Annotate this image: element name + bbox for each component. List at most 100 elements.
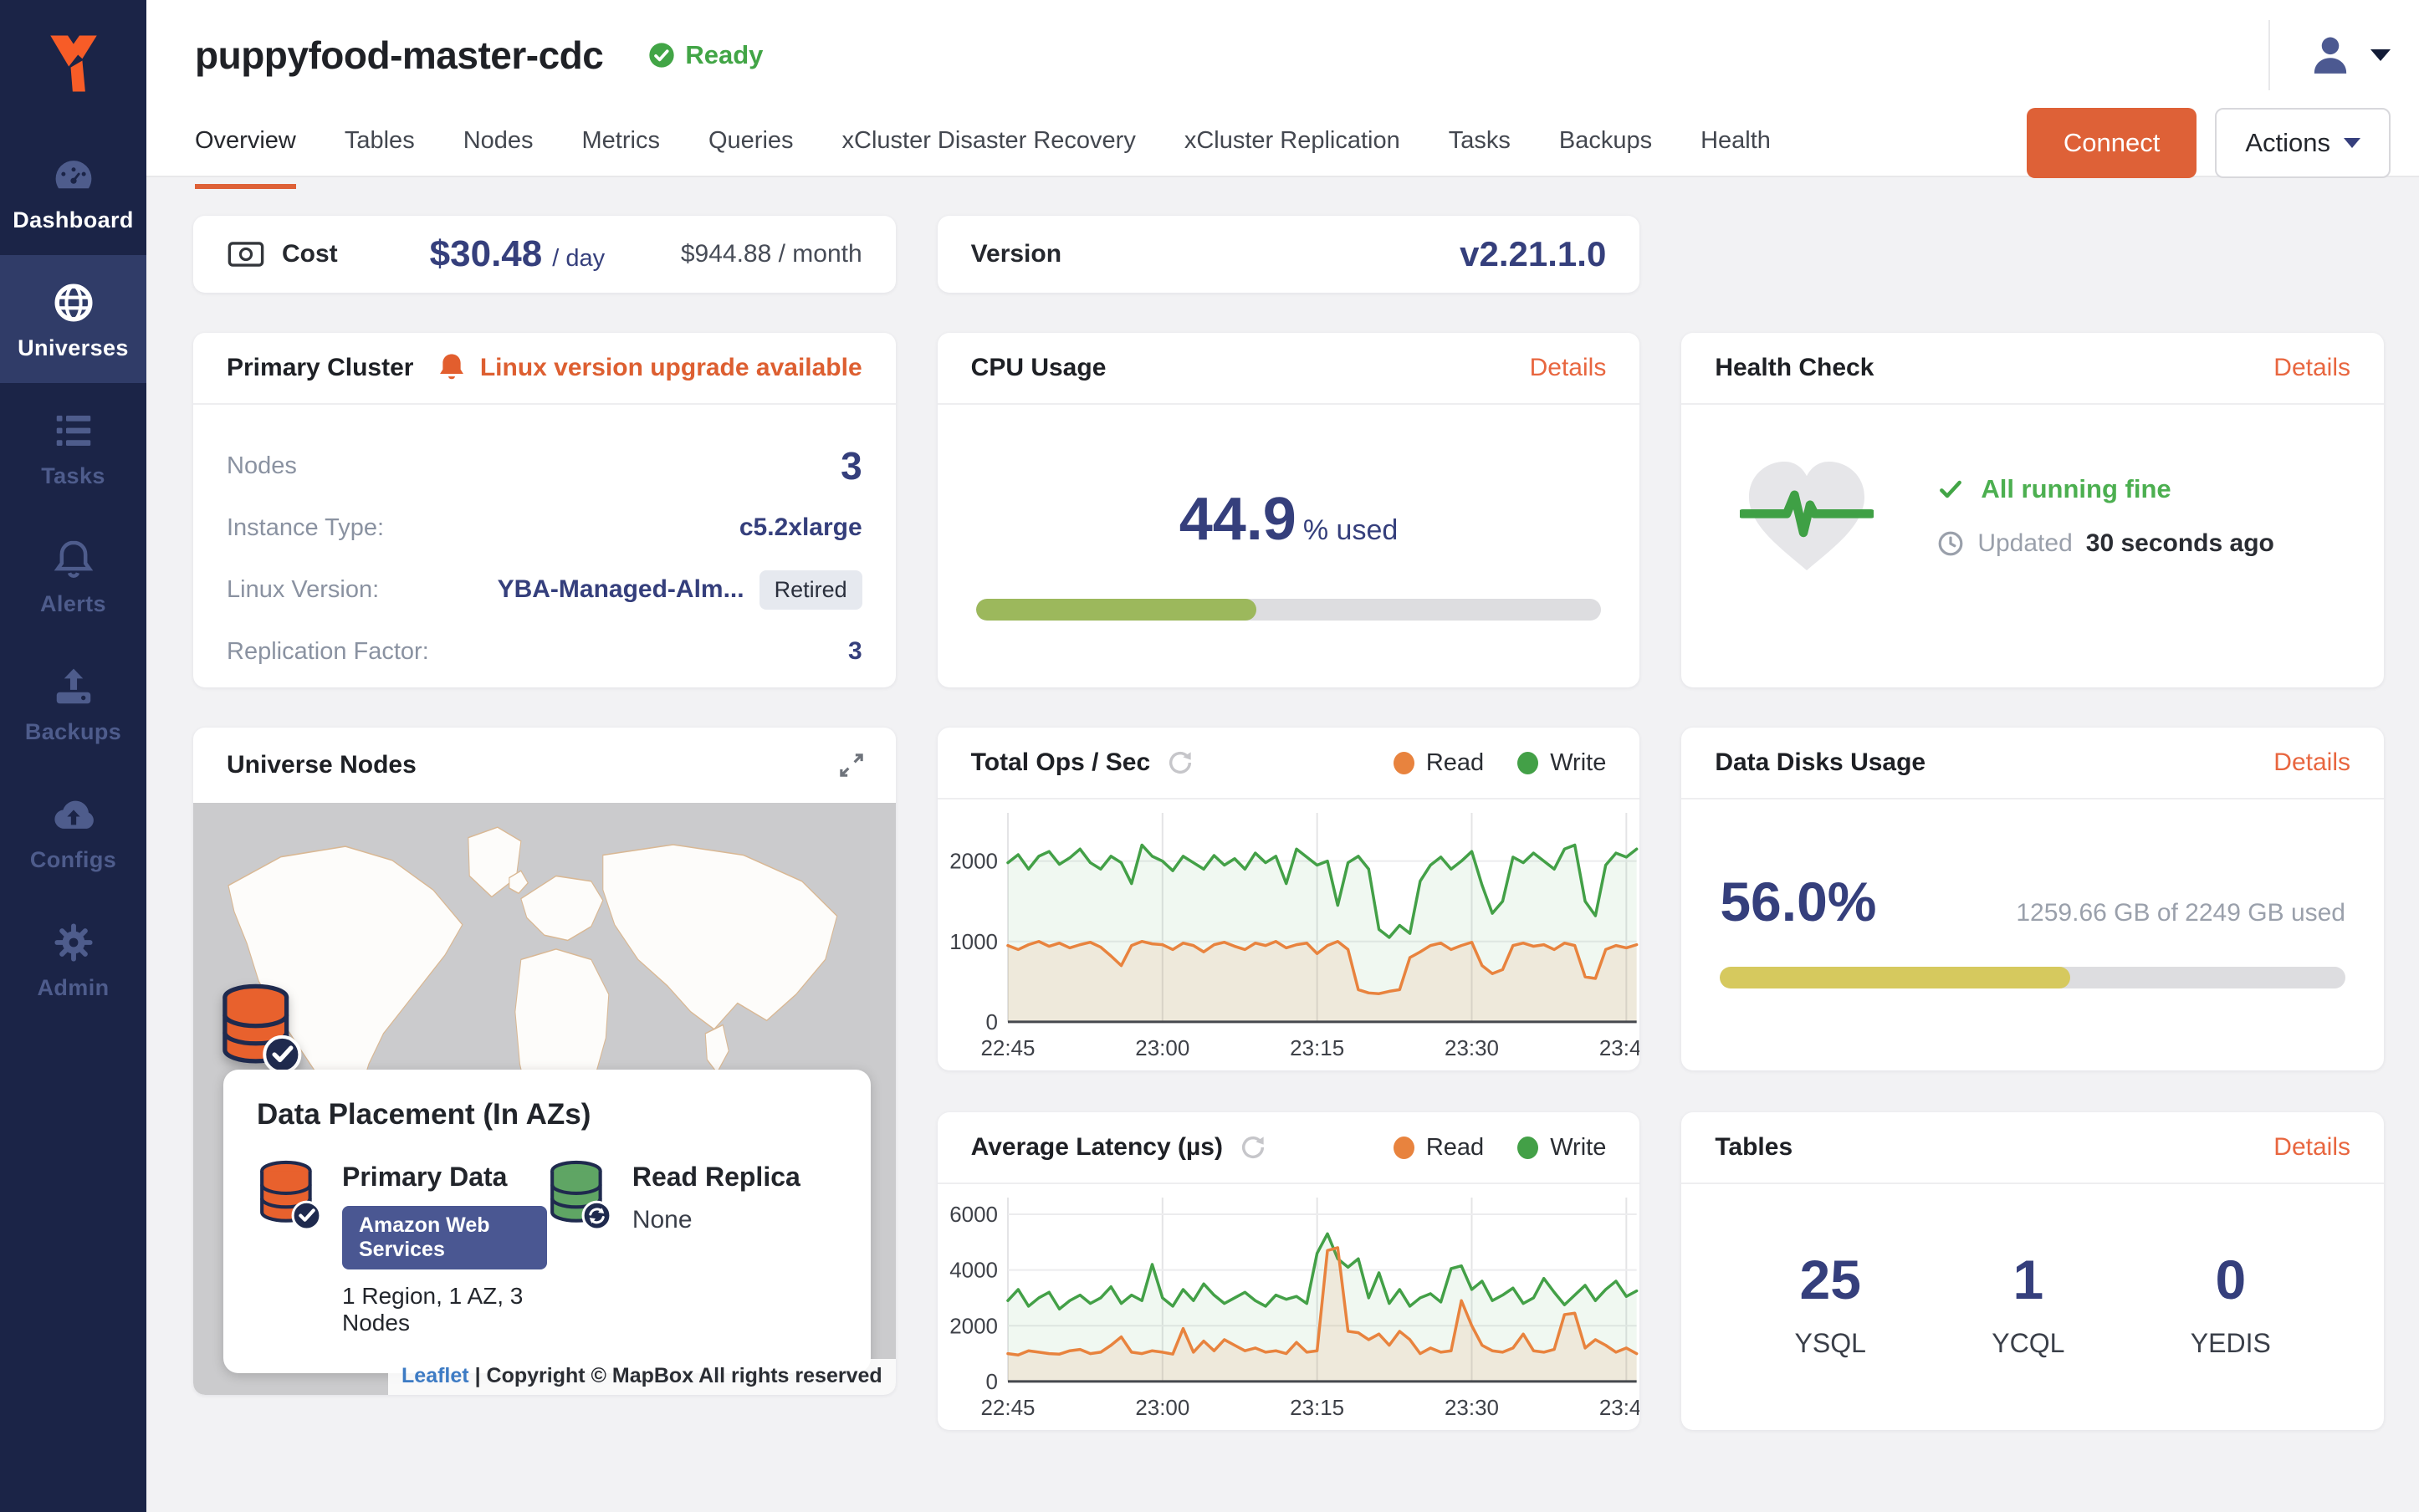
svg-text:23:15: 23:15: [1290, 1395, 1344, 1420]
check-icon: [1937, 476, 1964, 503]
cpu-usage-value: 44.9 % used: [1179, 486, 1399, 553]
linux-upgrade-label: Linux version upgrade available: [479, 354, 862, 381]
data-placement-title: Data Placement (In AZs): [257, 1098, 591, 1131]
actions-button[interactable]: Actions: [2215, 108, 2391, 178]
bell-icon: [437, 352, 467, 384]
tab-tasks[interactable]: Tasks: [1448, 126, 1511, 154]
retired-badge: Retired: [759, 570, 862, 610]
user-menu[interactable]: [2268, 20, 2419, 90]
svg-text:0: 0: [985, 1369, 997, 1394]
tables-stats: 25 YSQL 1 YCQL 0 YEDIS: [1681, 1184, 2384, 1359]
health-updated: Updated 30 seconds ago: [1937, 529, 2274, 558]
svg-text:23:00: 23:00: [1135, 1395, 1189, 1420]
disk-usage-detail: 1259.66 GB of 2249 GB used: [2016, 899, 2345, 927]
sidebar-item-universes[interactable]: Universes: [0, 255, 146, 383]
main-content: Cost $30.48 / day $944.88 / month Versio…: [146, 179, 2419, 1512]
tab-health[interactable]: Health: [1700, 126, 1771, 154]
universe-nodes-card: Universe Nodes: [193, 728, 896, 1395]
database-check-icon[interactable]: [218, 982, 302, 1083]
chart-legend: Read Write: [1393, 1134, 1606, 1162]
disks-details-link[interactable]: Details: [2273, 748, 2350, 776]
primary-cluster-rows: Nodes 3 Instance Type: c5.2xlarge Linux Ve…: [193, 405, 896, 682]
disk-usage-value: 56.0%: [1720, 871, 1877, 932]
leaflet-link[interactable]: Leaflet: [401, 1364, 469, 1387]
health-details-link[interactable]: Details: [2273, 354, 2350, 381]
avg-latency-chart: 0 2000 4000 6000 22:45 23:00 23:15 23:30 23:45: [949, 1197, 1639, 1420]
svg-text:23:45: 23:45: [1598, 1395, 1639, 1420]
tab-metrics[interactable]: Metrics: [581, 126, 660, 154]
refresh-icon[interactable]: [1240, 1134, 1266, 1161]
title-row: puppyfood-master-cdc Ready: [146, 0, 2419, 97]
svg-text:23:00: 23:00: [1135, 1035, 1189, 1060]
header-buttons: Connect Actions: [2026, 97, 2391, 189]
table-stat-yedis: 0 YEDIS: [2190, 1249, 2271, 1358]
sidebar-item-backups[interactable]: Backups: [0, 639, 146, 767]
spacer: [1681, 216, 2384, 293]
legend-dot: [1517, 1136, 1539, 1159]
disk-usage-bar-fill: [1720, 967, 2071, 988]
attribution-text: | Copyright © MapBox All rights reserved: [474, 1364, 882, 1387]
total-ops-chart: 0 1000 2000 22:45 23:00 23:15 23:30 23:45: [949, 812, 1639, 1060]
sidebar-nav: Dashboard Universes Tasks Alerts Backups…: [0, 127, 146, 1023]
yugabyte-logo-icon[interactable]: [0, 0, 146, 127]
cost-daily-unit: / day: [552, 245, 606, 272]
cpu-details-link[interactable]: Details: [1529, 354, 1607, 381]
version-label: Version: [970, 240, 1062, 268]
right-column: Data Disks Usage Details 56.0% 1259.66 G…: [1681, 728, 2384, 1430]
expand-icon[interactable]: [837, 751, 866, 779]
legend-write: Write: [1517, 749, 1606, 777]
tab-overview[interactable]: Overview: [195, 97, 296, 189]
primary-data-summary: 1 Region, 1 AZ, 3 Nodes: [342, 1283, 524, 1336]
status-badge: Ready: [648, 40, 763, 70]
tab-queries[interactable]: Queries: [708, 126, 794, 154]
health-status: All running fine: [1937, 474, 2274, 504]
cost-label: Cost: [227, 240, 338, 268]
refresh-icon[interactable]: [1167, 749, 1194, 776]
connect-button[interactable]: Connect: [2026, 108, 2197, 178]
legend-dot: [1517, 751, 1539, 774]
cluster-info-row: Nodes 3: [227, 444, 862, 488]
cpu-usage-card: CPU Usage Details 44.9 % used: [937, 333, 1640, 687]
sidebar-item-admin[interactable]: Admin: [0, 895, 146, 1023]
primary-cluster-title: Primary Cluster: [227, 354, 414, 381]
svg-text:22:45: 22:45: [980, 1035, 1035, 1060]
primary-cluster-card: Primary Cluster Linux version upgrade av…: [193, 333, 896, 687]
sidebar-item-configs[interactable]: Configs: [0, 767, 146, 895]
sidebar-item-dashboard[interactable]: Dashboard: [0, 127, 146, 255]
map-attribution: Leaflet | Copyright © MapBox All rights …: [388, 1359, 896, 1395]
chevron-down-icon: [2344, 138, 2360, 148]
legend-dot: [1393, 751, 1414, 774]
version-card: Version v2.21.1.0: [937, 216, 1640, 293]
linux-upgrade-link[interactable]: Linux version upgrade available: [437, 352, 862, 384]
read-replica-group: Read Replica None: [547, 1158, 837, 1336]
chevron-down-icon: [2370, 49, 2391, 61]
world-map[interactable]: Data Placement (In AZs): [193, 803, 896, 1395]
clock-icon: [1937, 530, 1964, 557]
database-sync-icon: [547, 1158, 612, 1239]
svg-text:23:30: 23:30: [1445, 1395, 1499, 1420]
disk-usage-bar: [1720, 967, 2345, 988]
tab-xcluster-disaster-recovery[interactable]: xCluster Disaster Recovery: [841, 126, 1136, 154]
tab-backups[interactable]: Backups: [1558, 126, 1653, 154]
health-check-card: Health Check Details: [1681, 333, 2384, 687]
legend-read: Read: [1393, 749, 1484, 777]
tab-nodes[interactable]: Nodes: [463, 126, 534, 154]
sidebar-item-alerts[interactable]: Alerts: [0, 511, 146, 639]
topbar: puppyfood-master-cdc Ready Overview Table…: [146, 0, 2419, 189]
tabs-row: Overview Tables Nodes Metrics Queries xCluste…: [146, 97, 2419, 189]
primary-data-title: Primary Data: [342, 1162, 508, 1192]
sidebar-item-tasks[interactable]: Tasks: [0, 383, 146, 511]
sidebar: Dashboard Universes Tasks Alerts Backups…: [0, 0, 146, 1512]
data-disks-card: Data Disks Usage Details 56.0% 1259.66 G…: [1681, 728, 2384, 1070]
primary-data-group: Primary Data Amazon Web Services 1 Regio…: [257, 1158, 547, 1336]
tab-tables[interactable]: Tables: [344, 126, 415, 154]
tables-title: Tables: [1715, 1133, 1793, 1161]
table-stat-ysql: 25 YSQL: [1794, 1249, 1866, 1358]
tasks-icon: [51, 408, 96, 453]
tab-xcluster-replication[interactable]: xCluster Replication: [1184, 126, 1400, 154]
dashboard-icon: [51, 152, 96, 197]
svg-text:0: 0: [985, 1009, 997, 1034]
read-replica-title: Read Replica: [632, 1162, 800, 1192]
provider-pill: Amazon Web Services: [342, 1206, 547, 1269]
tables-details-link[interactable]: Details: [2273, 1133, 2350, 1161]
